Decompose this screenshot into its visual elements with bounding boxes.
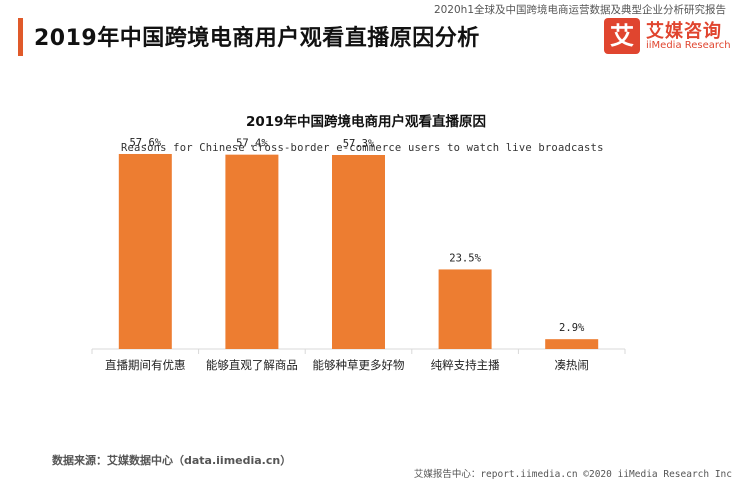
chart-title: 2019年中国跨境电商用户观看直播原因 bbox=[245, 114, 487, 130]
data-label: 57.4% bbox=[236, 138, 268, 150]
bar bbox=[332, 154, 385, 349]
data-source: 数据来源：艾媒数据中心（data.iimedia.cn） bbox=[52, 454, 292, 467]
bar bbox=[438, 269, 492, 349]
logo-name-cn: 艾媒咨询 bbox=[646, 21, 722, 42]
x-tick-label: 凑热闹 bbox=[554, 358, 589, 372]
bar bbox=[545, 339, 599, 349]
bar bbox=[225, 154, 279, 349]
report-name: 2020h1全球及中国跨境电商运营数据及典型企业分析研究报告 bbox=[433, 4, 726, 16]
data-label: 57.3% bbox=[343, 138, 375, 150]
logo-name-en: iiMedia Research bbox=[646, 40, 731, 51]
x-tick-label: 直播期间有优惠 bbox=[105, 358, 186, 372]
page-title: 2019年中国跨境电商用户观看直播原因分析 bbox=[34, 26, 480, 51]
x-tick-label: 能够种草更多好物 bbox=[313, 358, 405, 372]
data-label: 57.6% bbox=[129, 137, 161, 149]
logo-mark-icon: 艾 bbox=[604, 18, 640, 54]
data-label: 23.5% bbox=[449, 252, 481, 264]
bar bbox=[118, 153, 172, 349]
brand-logo: 艾 艾媒咨询 iiMedia Research bbox=[604, 16, 731, 56]
x-tick-label: 能够直观了解商品 bbox=[206, 358, 298, 372]
title-accent-bar bbox=[18, 18, 23, 56]
data-label: 2.9% bbox=[559, 322, 585, 334]
x-tick-label: 纯粹支持主播 bbox=[431, 358, 500, 372]
footer-credits: 艾媒报告中心：report.iimedia.cn ©2020 iiMedia R… bbox=[413, 469, 732, 480]
